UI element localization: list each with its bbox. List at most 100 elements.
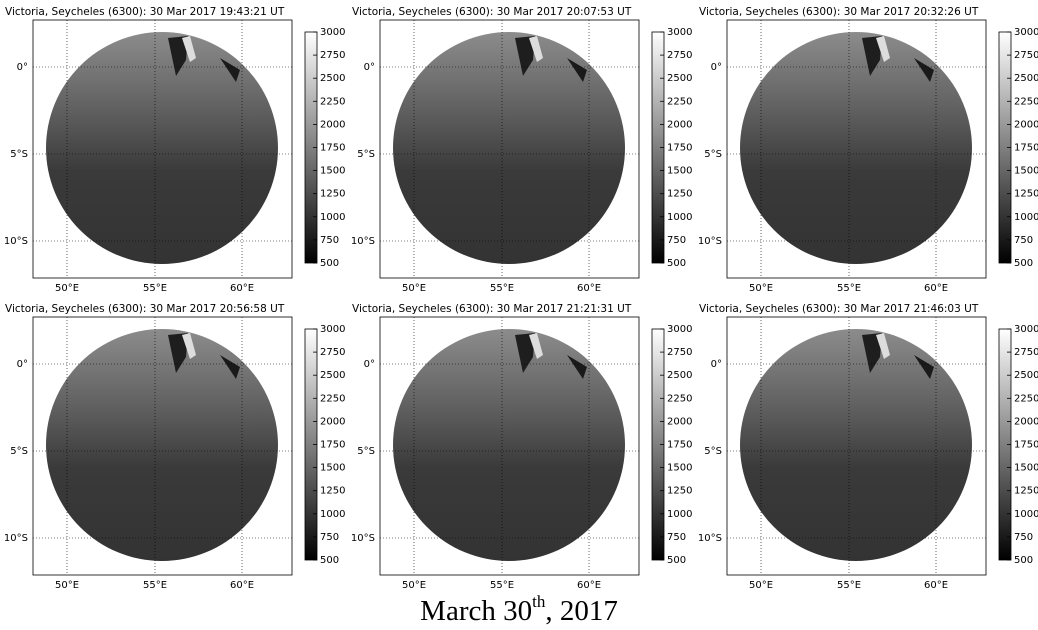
lat-tick-label: 0° xyxy=(364,62,375,73)
colorbar-tick-label: 2250 xyxy=(1014,96,1038,107)
colorbar-tick-label: 1000 xyxy=(667,509,692,520)
lon-tick-label: 55°E xyxy=(490,283,514,294)
lat-tick-label: 0° xyxy=(711,359,722,370)
colorbar-tick-label: 1250 xyxy=(1014,486,1038,497)
sky-image xyxy=(393,32,625,264)
obstruction xyxy=(862,333,882,373)
lat-tick-label: 0° xyxy=(364,359,375,370)
colorbar-tick-label: 1250 xyxy=(320,189,345,200)
sky-image xyxy=(46,32,278,264)
obstruction xyxy=(220,58,240,82)
lat-tick-label: 5°S xyxy=(704,149,722,160)
colorbar-tick-label: 500 xyxy=(1014,258,1033,269)
lon-tick-label: 50°E xyxy=(402,283,426,294)
colorbar-tick-label: 1500 xyxy=(320,463,345,474)
colorbar-tick-label: 3000 xyxy=(667,27,692,38)
panel-title: Victoria, Seycheles (6300): 30 Mar 2017 … xyxy=(5,303,285,315)
colorbar-tick-label: 2500 xyxy=(320,370,345,381)
sky-image xyxy=(46,329,278,561)
colorbar-tick-label: 2250 xyxy=(320,96,345,107)
colorbar-tick-label: 2000 xyxy=(667,119,692,130)
colorbar-tick-label: 2750 xyxy=(1014,347,1038,358)
lat-tick-label: 10°S xyxy=(351,236,375,247)
lon-tick-label: 55°E xyxy=(837,580,861,591)
colorbar-tick-label: 2500 xyxy=(320,73,345,84)
obstruction xyxy=(529,333,543,359)
colorbar-tick-label: 1250 xyxy=(320,486,345,497)
colorbar-tick-label: 2000 xyxy=(667,416,692,427)
obstruction xyxy=(914,355,934,379)
colorbar-tick-label: 2500 xyxy=(667,370,692,381)
colorbar-tick-label: 1000 xyxy=(1014,212,1038,223)
colorbar-tick-label: 1250 xyxy=(1014,189,1038,200)
panel-title: Victoria, Seycheles (6300): 30 Mar 2017 … xyxy=(5,6,285,18)
colorbar-tick-label: 2750 xyxy=(1014,50,1038,61)
colorbar-tick-label: 500 xyxy=(667,555,686,566)
panel: Victoria, Seycheles (6300): 30 Mar 2017 … xyxy=(698,6,1038,294)
colorbar-tick-label: 1500 xyxy=(1014,463,1038,474)
panel: Victoria, Seycheles (6300): 30 Mar 2017 … xyxy=(4,6,346,294)
lat-tick-label: 10°S xyxy=(4,236,28,247)
colorbar-tick-label: 2250 xyxy=(667,393,692,404)
lon-tick-label: 60°E xyxy=(230,580,254,591)
colorbar-tick-label: 2750 xyxy=(320,347,345,358)
lon-tick-label: 55°E xyxy=(837,283,861,294)
lon-tick-label: 60°E xyxy=(924,283,948,294)
colorbar-tick-label: 1750 xyxy=(1014,440,1038,451)
colorbar-tick-label: 750 xyxy=(320,532,339,543)
caption-rest: , 2017 xyxy=(545,595,618,627)
colorbar-tick-label: 2000 xyxy=(1014,119,1038,130)
obstruction xyxy=(168,333,188,373)
lon-tick-label: 55°E xyxy=(143,283,167,294)
lat-tick-label: 5°S xyxy=(704,446,722,457)
lat-tick-label: 5°S xyxy=(357,446,375,457)
colorbar-tick-label: 1500 xyxy=(320,166,345,177)
lat-tick-label: 10°S xyxy=(4,533,28,544)
colorbar-tick-label: 750 xyxy=(320,235,339,246)
panel-title: Victoria, Seycheles (6300): 30 Mar 2017 … xyxy=(352,303,632,315)
colorbar-tick-label: 750 xyxy=(667,532,686,543)
panel-title: Victoria, Seycheles (6300): 30 Mar 2017 … xyxy=(352,6,632,18)
lat-tick-label: 5°S xyxy=(10,149,28,160)
colorbar-tick-label: 1750 xyxy=(320,143,345,154)
colorbar-tick-label: 2750 xyxy=(667,50,692,61)
obstruction xyxy=(220,355,240,379)
lon-tick-label: 60°E xyxy=(577,580,601,591)
obstruction xyxy=(182,36,196,62)
obstruction xyxy=(515,333,535,373)
sky-image xyxy=(393,329,625,561)
colorbar-tick-label: 1000 xyxy=(667,212,692,223)
colorbar-tick-label: 750 xyxy=(1014,532,1033,543)
lat-tick-label: 10°S xyxy=(351,533,375,544)
colorbar-tick-label: 2000 xyxy=(320,416,345,427)
colorbar-tick-label: 3000 xyxy=(1014,324,1038,335)
lon-tick-label: 50°E xyxy=(55,580,79,591)
colorbar-tick-label: 3000 xyxy=(667,324,692,335)
colorbar-tick-label: 1750 xyxy=(667,143,692,154)
colorbar-tick-label: 500 xyxy=(1014,555,1033,566)
caption: March 30th, 2017 xyxy=(420,592,618,627)
colorbar-tick-label: 1500 xyxy=(1014,166,1038,177)
lon-tick-label: 55°E xyxy=(490,580,514,591)
colorbar-tick-label: 3000 xyxy=(320,27,345,38)
colorbar-tick-label: 2000 xyxy=(1014,416,1038,427)
colorbar-tick-label: 2750 xyxy=(320,50,345,61)
colorbar-tick-label: 1750 xyxy=(667,440,692,451)
lon-tick-label: 60°E xyxy=(230,283,254,294)
lat-tick-label: 0° xyxy=(711,62,722,73)
panel-title: Victoria, Seycheles (6300): 30 Mar 2017 … xyxy=(699,303,979,315)
colorbar-tick-label: 1250 xyxy=(667,189,692,200)
colorbar-tick-label: 2500 xyxy=(1014,73,1038,84)
panel-title: Victoria, Seycheles (6300): 30 Mar 2017 … xyxy=(699,6,979,18)
lon-tick-label: 50°E xyxy=(749,283,773,294)
colorbar-tick-label: 2750 xyxy=(667,347,692,358)
lat-tick-label: 5°S xyxy=(357,149,375,160)
lon-tick-label: 55°E xyxy=(143,580,167,591)
colorbar-tick-label: 2250 xyxy=(1014,393,1038,404)
obstruction xyxy=(567,58,587,82)
colorbar-tick-label: 1500 xyxy=(667,166,692,177)
lat-tick-label: 0° xyxy=(17,359,28,370)
colorbar-tick-label: 1750 xyxy=(320,440,345,451)
colorbar-tick-label: 1000 xyxy=(320,509,345,520)
